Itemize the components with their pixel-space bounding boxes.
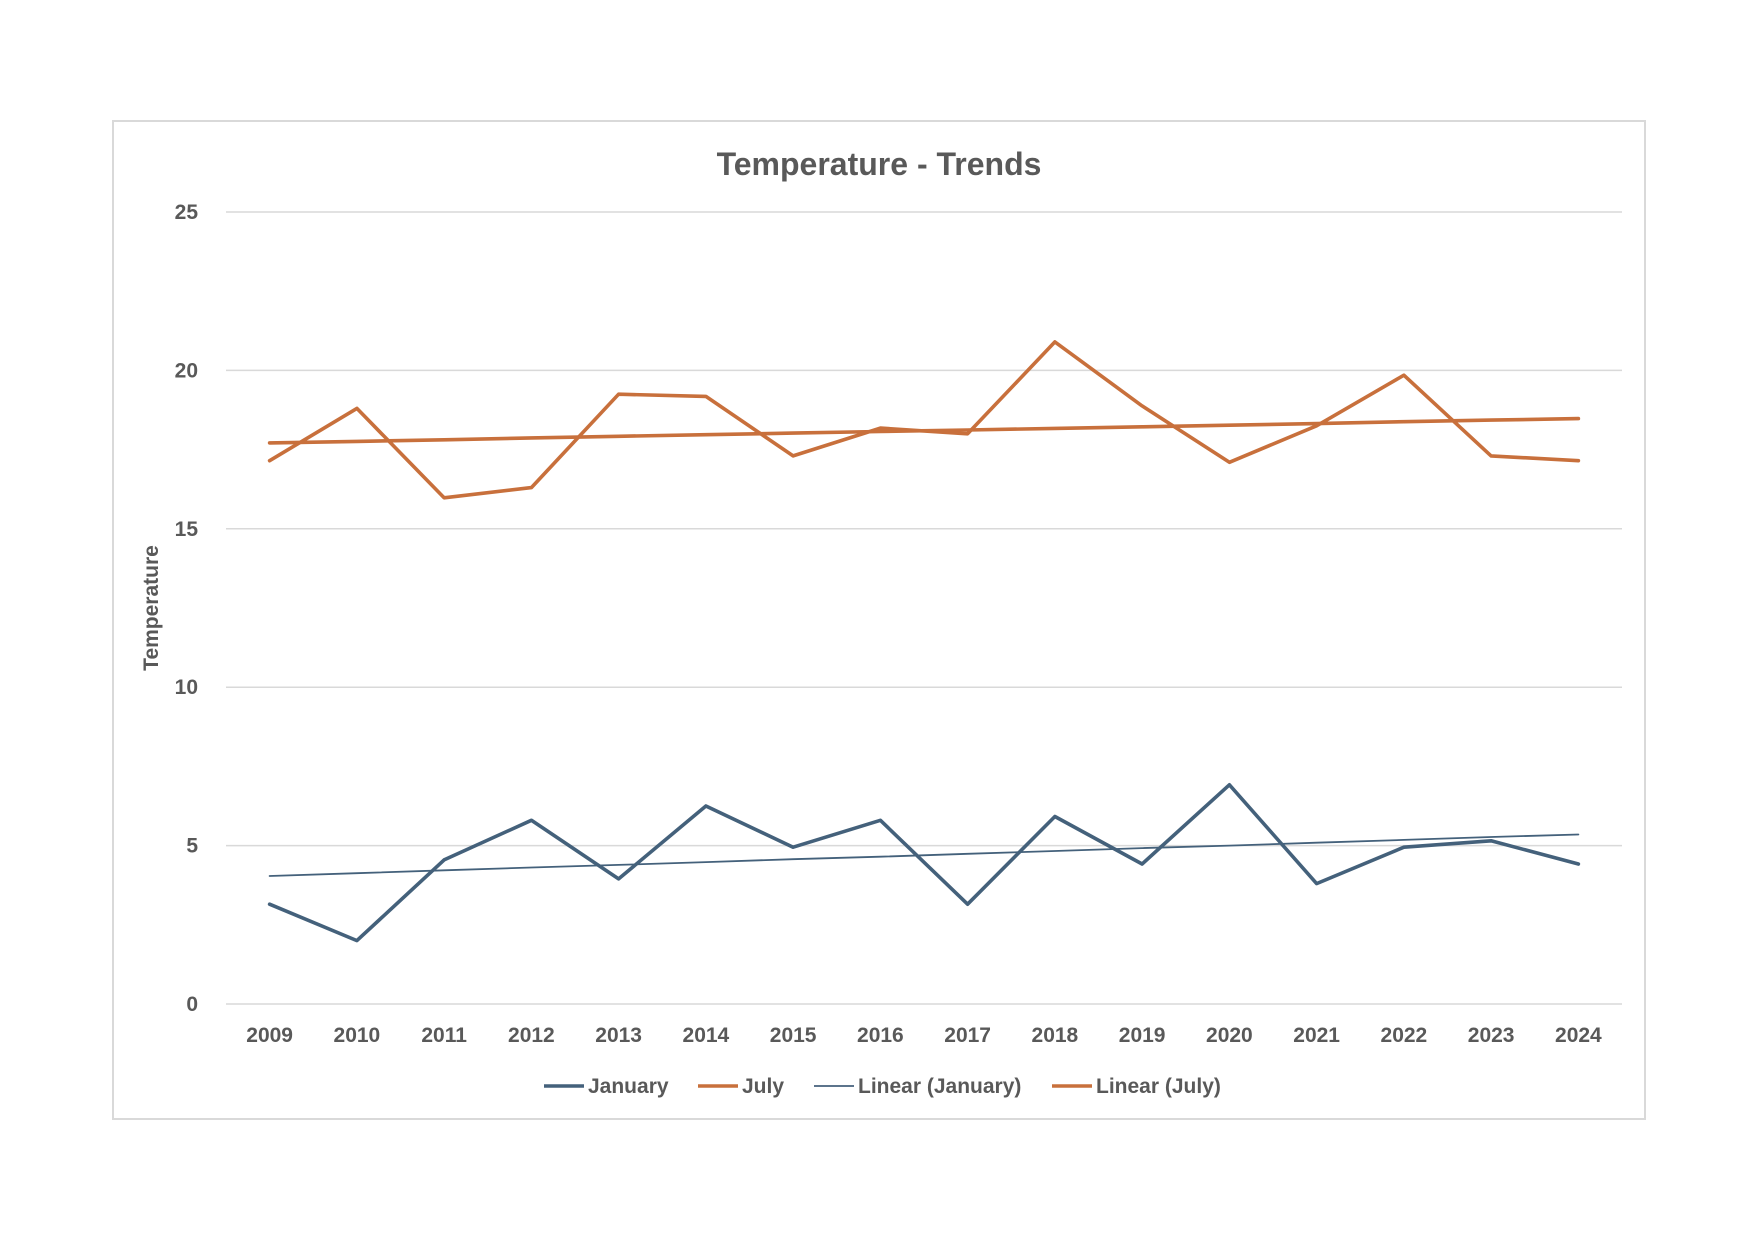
y-tick-label: 25 — [175, 201, 199, 224]
x-tick-label: 2015 — [770, 1024, 817, 1047]
chart-svg: Temperature - Trends 0 5 10 15 20 25 2009 2010… — [140, 146, 1622, 1098]
y-tick-label: 15 — [175, 518, 199, 541]
x-tick-label: 2017 — [944, 1024, 991, 1047]
y-tick-label: 5 — [186, 835, 198, 858]
legend-label-linear-july: Linear (July) — [1096, 1075, 1221, 1098]
legend-label-january: January — [588, 1075, 669, 1098]
y-axis-title: Temperature — [140, 545, 163, 671]
x-tick-label: 2018 — [1032, 1024, 1079, 1047]
legend-label-july: July — [742, 1075, 784, 1098]
x-tick-label: 2024 — [1555, 1024, 1602, 1047]
y-tick-label: 20 — [175, 359, 198, 382]
series-line-july — [267, 340, 1581, 500]
chart-title: Temperature - Trends — [717, 146, 1042, 182]
y-tick-label: 10 — [175, 676, 198, 699]
x-tick-label: 2010 — [334, 1024, 381, 1047]
x-tick-label: 2021 — [1293, 1024, 1340, 1047]
x-tick-label: 2012 — [508, 1024, 555, 1047]
x-tick-label: 2016 — [857, 1024, 904, 1047]
x-tick-label: 2014 — [683, 1024, 730, 1047]
y-tick-label: 0 — [186, 993, 198, 1016]
series-line-january — [267, 782, 1581, 943]
series-line-linear-january — [268, 833, 1580, 877]
y-tick-labels: 0 5 10 15 20 25 — [175, 201, 199, 1016]
grid-layer — [226, 211, 1622, 1005]
x-tick-labels: 2009 2010 2011 2012 2013 2014 2015 2016 2017 2018… — [246, 1024, 1602, 1047]
series-layer — [267, 340, 1581, 943]
x-tick-label: 2009 — [246, 1024, 293, 1047]
legend-label-linear-january: Linear (January) — [858, 1075, 1021, 1098]
x-tick-label: 2019 — [1119, 1024, 1166, 1047]
x-tick-label: 2013 — [595, 1024, 642, 1047]
x-tick-label: 2022 — [1381, 1024, 1428, 1047]
legend: January July Linear (January) Linear (July) — [544, 1075, 1221, 1098]
x-tick-label: 2011 — [421, 1024, 467, 1047]
chart-frame: Temperature - Trends 0 5 10 15 20 25 2009 2010… — [112, 120, 1646, 1120]
x-tick-label: 2020 — [1206, 1024, 1253, 1047]
x-tick-label: 2023 — [1468, 1024, 1515, 1047]
